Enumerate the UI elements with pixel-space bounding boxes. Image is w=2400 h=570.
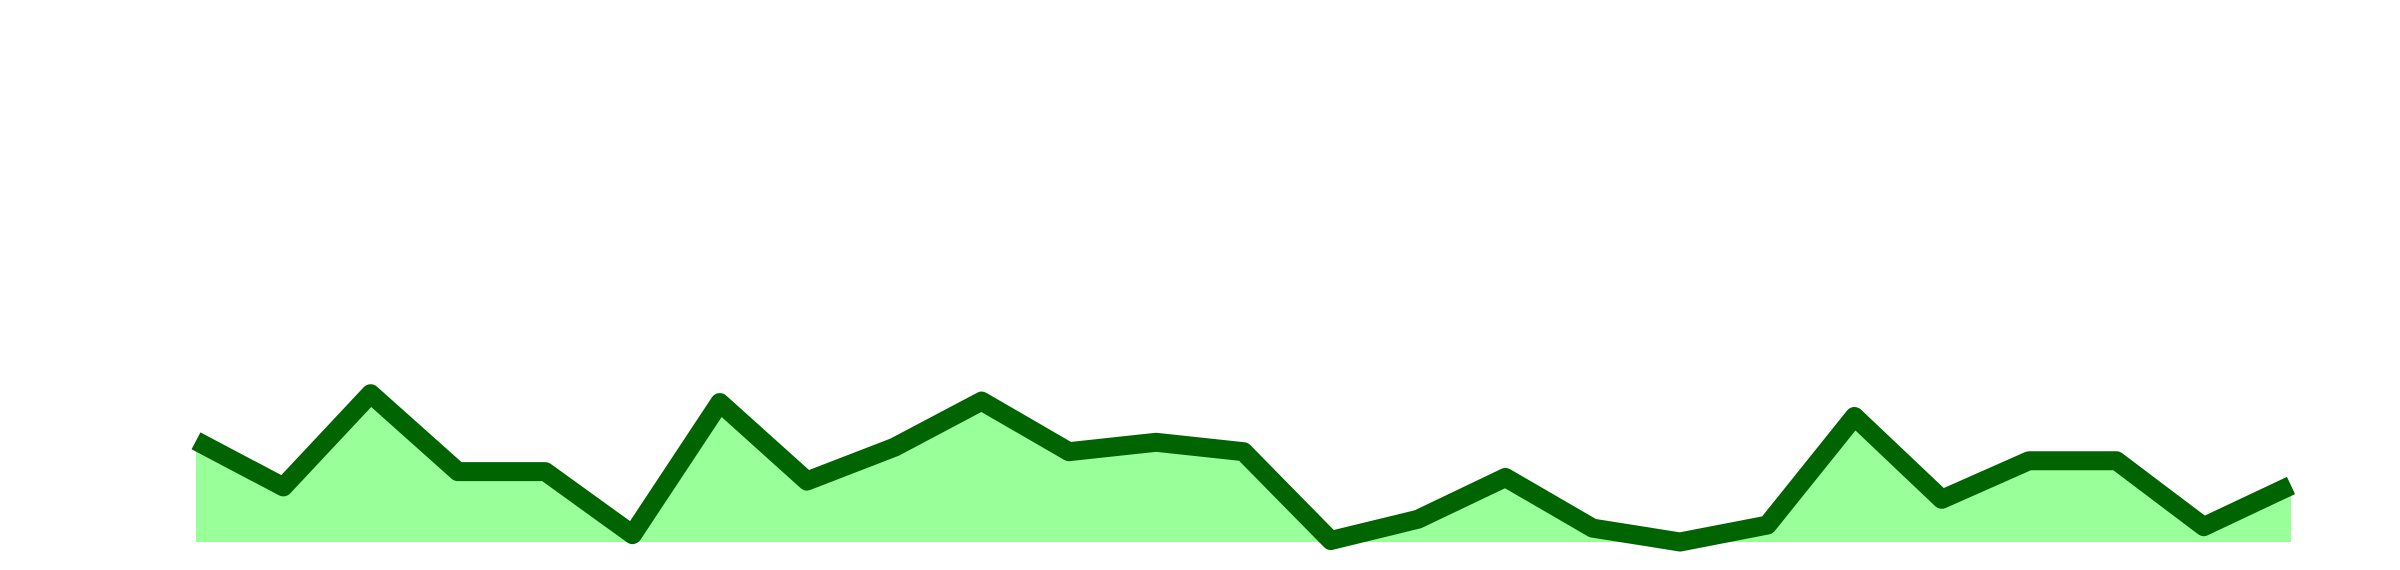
area-fill xyxy=(196,393,2291,542)
line xyxy=(191,384,2296,552)
